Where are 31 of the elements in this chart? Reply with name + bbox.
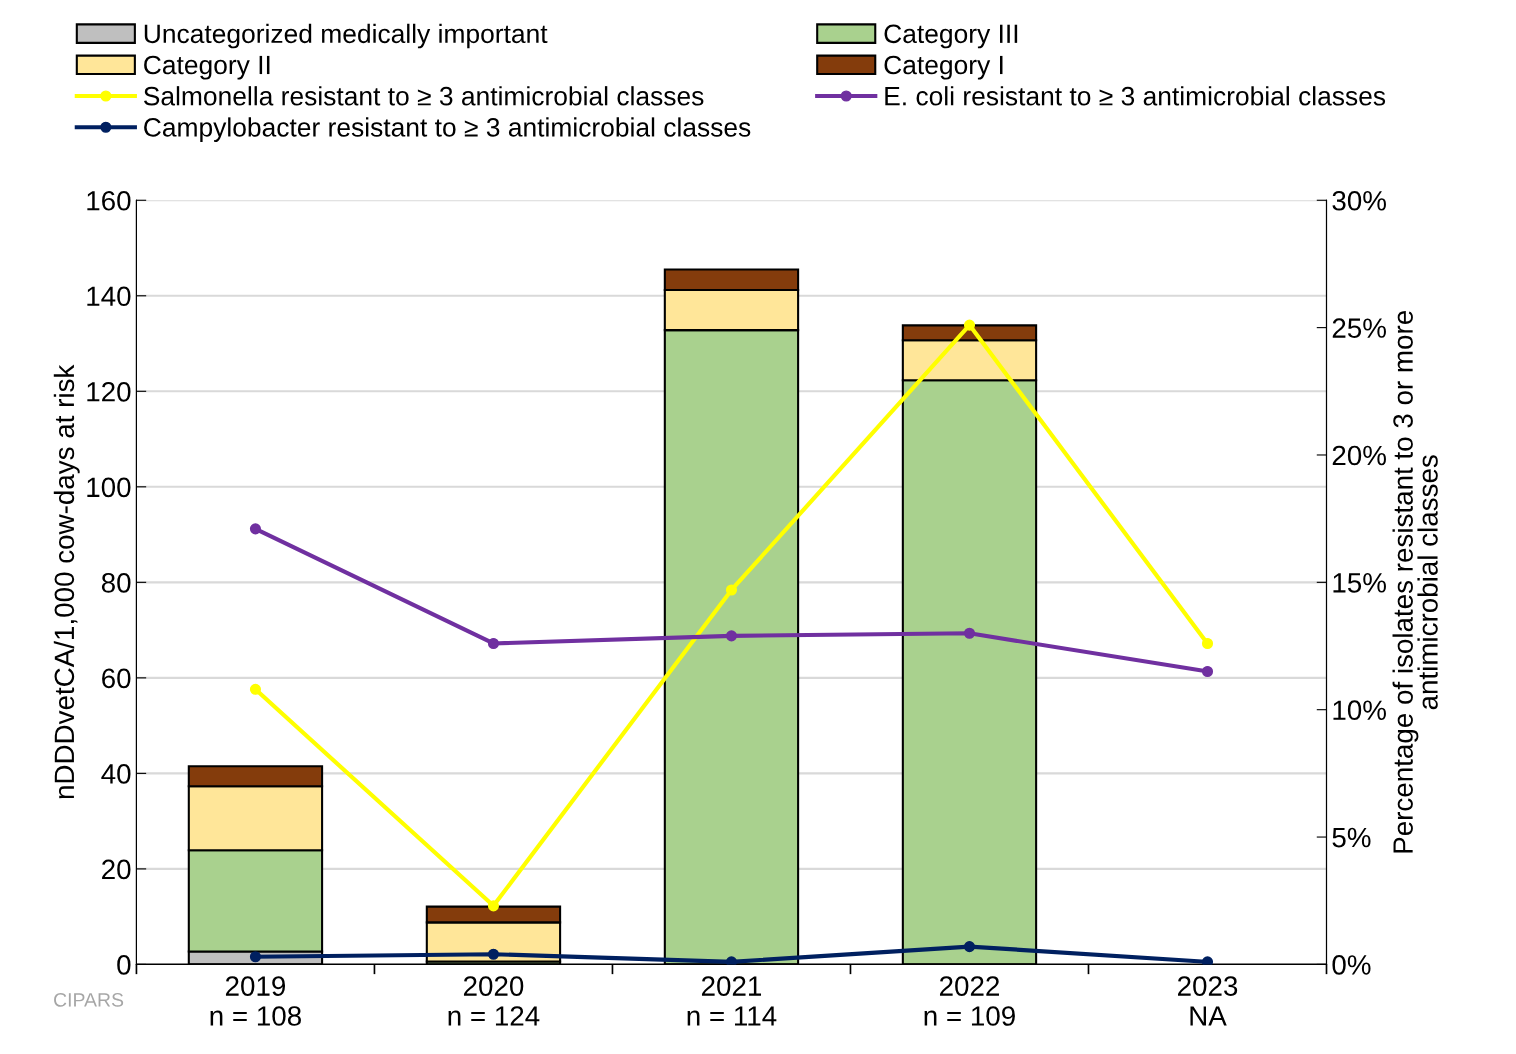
x-tick-label: 2021 n = 114	[687, 976, 777, 1026]
legend-label: Campylobacter resistant to ≥ 3 antimicrobial classes	[144, 117, 751, 142]
x-tick-label: 2019 n = 108	[210, 976, 301, 1026]
y-tick-label: 160	[87, 190, 131, 211]
y-axis-title: nDDDvetCA/1,000 cow-days at risk	[53, 364, 80, 799]
y-tick-label: 40	[101, 764, 131, 784]
x-tick-label: 2023 NA	[1178, 976, 1238, 1026]
text: CIPARS	[54, 992, 124, 1007]
y-tick-label: 100	[87, 477, 131, 498]
y-tick-label: 120	[87, 381, 131, 402]
legend-label: E. coli resistant to ≥ 3 antimicrobial classes	[885, 86, 1386, 106]
y2-tick-label: 25%	[1332, 318, 1386, 338]
legend-label: Salmonella resistant to ≥ 3 antimicrobial classes	[143, 86, 704, 106]
y2-axis-title: Percentage of isolates resistant to 3 or more antimicrobial classes	[1392, 311, 1438, 853]
legend-label: Category I	[884, 55, 1003, 80]
x-tick-label: 2020 n = 124	[448, 976, 540, 1026]
y2-tick-label: 0%	[1332, 955, 1371, 975]
y2-tick-label: 20%	[1332, 445, 1386, 466]
y2-tick-label: 5%	[1332, 827, 1371, 848]
legend-label: Category II	[144, 55, 270, 80]
y2-tick-label: 10%	[1333, 700, 1386, 721]
y-tick-label: 20	[102, 859, 131, 880]
y-tick-label: 0	[117, 955, 131, 975]
y2-tick-label: 30%	[1332, 190, 1386, 211]
y2-tick-label: 15%	[1333, 573, 1386, 593]
legend-label: Uncategorized medically important	[144, 23, 548, 49]
x-tick-label: 2022 n = 109	[924, 976, 1015, 1026]
y-tick-label: 140	[87, 286, 131, 307]
y-tick-label: 80	[101, 573, 131, 593]
legend-label: Category III	[884, 24, 1018, 49]
y-tick-label: 60	[102, 668, 131, 689]
